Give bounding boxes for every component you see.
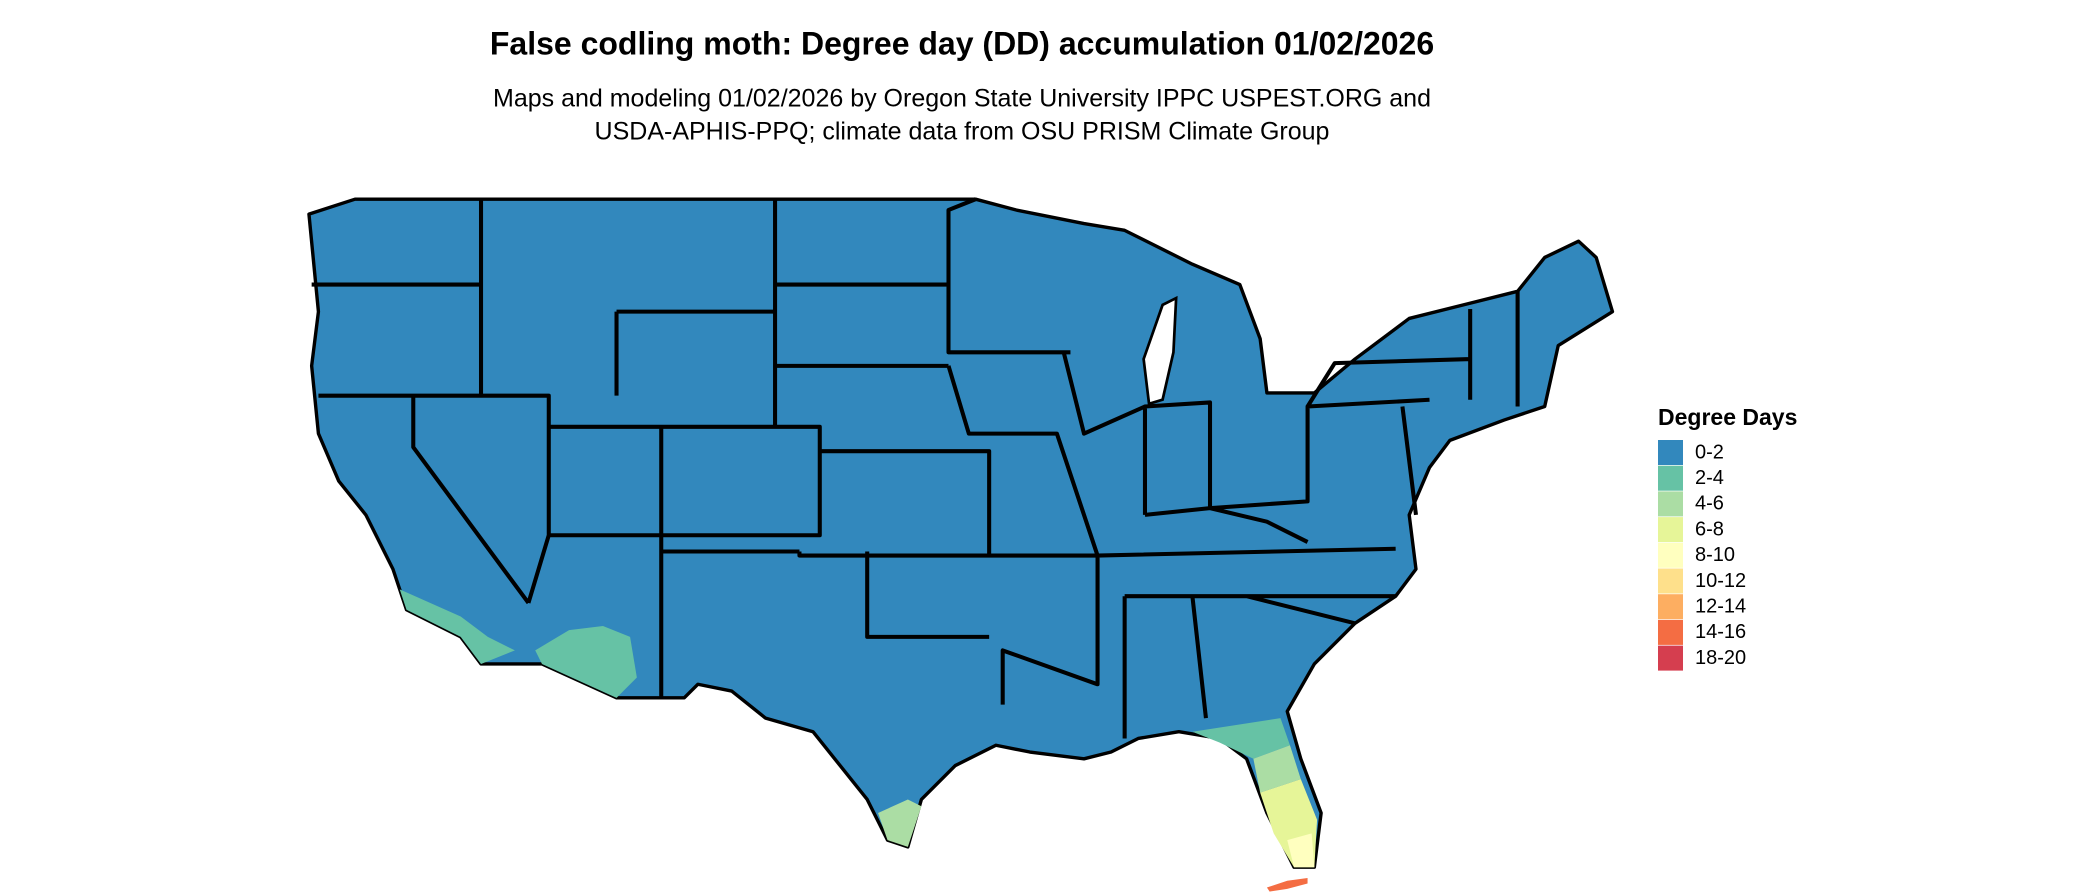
legend-swatch [1658, 542, 1683, 568]
legend-label: 12-14 [1695, 595, 1746, 617]
map-subtitle: USDA-APHIS-PPQ; climate data from OSU PR… [595, 118, 1330, 146]
map-title: False codling moth: Degree day (DD) accu… [490, 25, 1434, 61]
legend-label: 6-8 [1695, 518, 1724, 540]
legend-swatch [1658, 440, 1683, 465]
zone-arizona [535, 626, 637, 698]
zone-fl-mid [1253, 745, 1301, 793]
legend-swatch [1658, 517, 1683, 543]
legend-label: 18-20 [1695, 647, 1746, 669]
zone-stexas [878, 799, 922, 847]
legend-swatch [1658, 465, 1683, 491]
zone-fl-north [1192, 718, 1290, 759]
state-lines [311, 197, 1520, 739]
legend-label: 8-10 [1695, 544, 1735, 566]
zone-keys [1266, 878, 1308, 892]
legend-swatch [1658, 645, 1683, 671]
legend: 0-2 2-4 4-6 6-8 8-10 10-12 12-14 14-16 18-20 [1658, 440, 1746, 671]
legend-swatch [1658, 619, 1683, 645]
legend-swatch [1658, 594, 1683, 620]
lake-michigan [1142, 295, 1178, 406]
legend-swatch [1658, 568, 1683, 594]
legend-swatch [1658, 491, 1683, 517]
legend-title: Degree Days [1658, 404, 1797, 430]
legend-label: 4-6 [1695, 493, 1724, 515]
us-land [307, 197, 1615, 869]
zone-socal [399, 589, 515, 664]
legend-label: 0-2 [1695, 441, 1724, 463]
zone-fl-tip [1287, 833, 1315, 868]
legend-label: 2-4 [1695, 467, 1724, 489]
legend-label: 10-12 [1695, 570, 1746, 592]
map-subtitle: Maps and modeling 01/02/2026 by Oregon S… [493, 85, 1431, 113]
legend-label: 14-16 [1695, 621, 1746, 643]
us-map [307, 197, 1615, 892]
